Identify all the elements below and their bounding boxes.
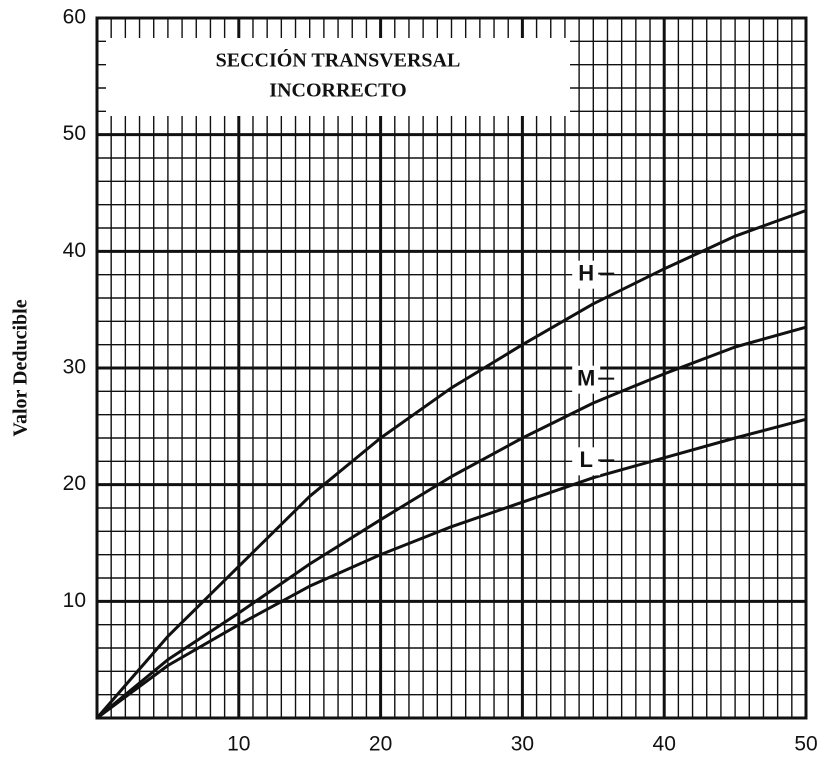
y-tick-label: 20 [63,472,86,495]
label-bg [572,365,601,394]
x-tick-label: 50 [794,733,817,756]
series-line [95,209,807,719]
series-label: L [579,447,592,472]
x-tick-label: 10 [227,733,250,756]
plot-frame [95,16,808,720]
series-label: M [577,365,595,390]
series-label: H [578,260,594,285]
series-line [96,325,807,720]
chart-title: SECCIÓN TRANSVERSAL [216,48,461,72]
y-tick-label: 30 [63,356,86,379]
label-bg [572,260,601,289]
x-tick-label: 40 [653,733,676,756]
y-tick-label: 50 [63,122,86,145]
y-axis-label: Valor Deducible [10,299,32,436]
x-tick-label: 20 [369,733,392,756]
y-tick-label: 60 [63,6,86,29]
label-bg [572,447,601,476]
x-tick-label: 30 [511,733,534,756]
series-line [96,417,807,720]
y-tick-label: 40 [63,239,86,262]
chart-title: INCORRECTO [269,80,406,102]
y-tick-label: 10 [63,589,86,612]
title-box [106,38,570,116]
